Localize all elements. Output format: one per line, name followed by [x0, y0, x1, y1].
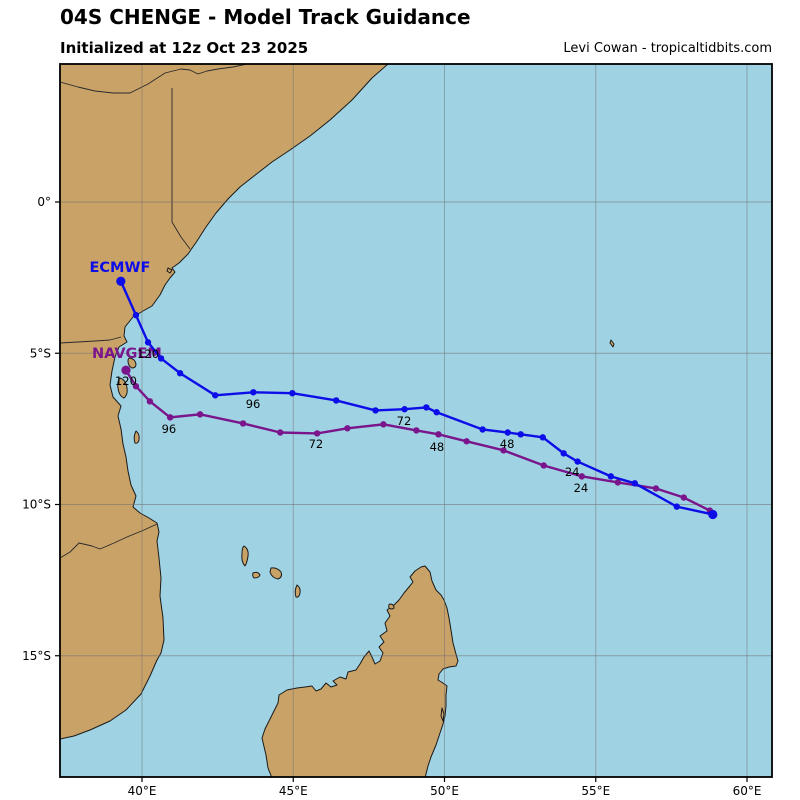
y-tick-label: 10°S: [22, 498, 51, 512]
track-point-navgem: [413, 427, 420, 434]
track-point-ecmwf: [631, 480, 638, 487]
island: [252, 571, 261, 579]
track-point-ecmwf: [517, 431, 524, 438]
model-label-ecmwf: ECMWF: [89, 260, 150, 276]
track-point-ecmwf: [132, 311, 140, 319]
track-point-navgem: [380, 421, 387, 428]
track-point-ecmwf: [574, 458, 581, 465]
track-point-navgem: [146, 398, 154, 405]
track-point-ecmwf: [433, 409, 440, 416]
track-point-ecmwf: [423, 404, 430, 411]
track-point-navgem: [540, 462, 547, 469]
forecast-hour-label: 120: [115, 374, 137, 388]
forecast-hour-label: 24: [574, 481, 589, 495]
island: [609, 339, 615, 348]
track-point-ecmwf: [333, 397, 340, 404]
track-point-ecmwf: [250, 389, 257, 396]
track-point-ecmwf: [212, 392, 219, 399]
island: [166, 267, 173, 274]
track-point-navgem: [132, 383, 140, 390]
plot-frame: [59, 63, 773, 778]
x-tick-label: 60°E: [733, 784, 762, 798]
track-point-ecmwf: [401, 406, 408, 413]
forecast-hour-label: 96: [246, 397, 261, 411]
y-tick-label: 15°S: [22, 649, 51, 663]
island: [440, 707, 445, 722]
x-tick-label: 50°E: [430, 784, 459, 798]
country-border: [171, 88, 191, 250]
track-point-navgem: [239, 420, 247, 427]
x-tick-label: 40°E: [128, 784, 157, 798]
island: [127, 357, 137, 369]
island: [241, 545, 249, 567]
island: [133, 430, 140, 444]
track-point-navgem: [277, 429, 284, 436]
track-point-navgem: [652, 485, 660, 492]
track-point-navgem: [196, 411, 204, 418]
x-tick-label: 45°E: [279, 784, 308, 798]
track-point-ecmwf: [157, 355, 165, 362]
track-point-navgem: [578, 473, 586, 480]
forecast-hour-label: 72: [309, 437, 324, 451]
island: [269, 567, 283, 580]
track-point-ecmwf: [539, 434, 547, 441]
track-point-ecmwf: [116, 276, 126, 286]
x-tick-label: 55°E: [581, 784, 610, 798]
track-point-ecmwf: [607, 473, 615, 480]
country-border: [60, 64, 248, 94]
forecast-hour-label: 72: [397, 414, 412, 428]
init-time-label: Initialized at 12z Oct 23 2025: [60, 39, 309, 57]
track-point-ecmwf: [504, 429, 511, 436]
track-point-navgem: [166, 414, 174, 421]
track-point-navgem: [121, 365, 131, 375]
track-point-ecmwf: [289, 389, 296, 397]
forecast-hour-label: 48: [500, 437, 515, 451]
track-point-navgem: [680, 494, 687, 501]
island: [294, 584, 301, 598]
forecast-hour-label: 96: [162, 422, 177, 436]
track-point-navgem: [344, 425, 351, 432]
forecast-hour-label: 48: [430, 440, 445, 454]
track-point-ecmwf: [372, 407, 379, 414]
track-point-navgem: [463, 438, 470, 445]
y-tick-label: 0°: [37, 195, 51, 209]
track-point-ecmwf: [708, 509, 718, 520]
country-border: [60, 523, 158, 559]
track-point-navgem: [313, 430, 321, 437]
forecast-hour-label: 24: [565, 465, 580, 479]
track-point-ecmwf: [560, 450, 567, 457]
track-point-ecmwf: [176, 370, 184, 377]
model-label-navgem: NAVGEM: [92, 346, 162, 362]
page-title: 04S CHENGE - Model Track Guidance: [60, 5, 471, 29]
track-point-ecmwf: [144, 339, 152, 346]
track-point-navgem: [500, 447, 507, 454]
forecast-hour-label: 120: [137, 347, 159, 361]
track-point-navgem: [435, 431, 442, 438]
y-tick-label: 5°S: [30, 346, 51, 360]
track-point-ecmwf: [479, 426, 486, 433]
island: [388, 603, 395, 610]
credit-label: Levi Cowan - tropicaltidbits.com: [563, 41, 772, 56]
island: [117, 377, 128, 399]
track-point-navgem: [614, 479, 622, 486]
track-point-ecmwf: [673, 503, 681, 510]
track-line-navgem: [124, 369, 711, 512]
country-border: [60, 336, 122, 344]
